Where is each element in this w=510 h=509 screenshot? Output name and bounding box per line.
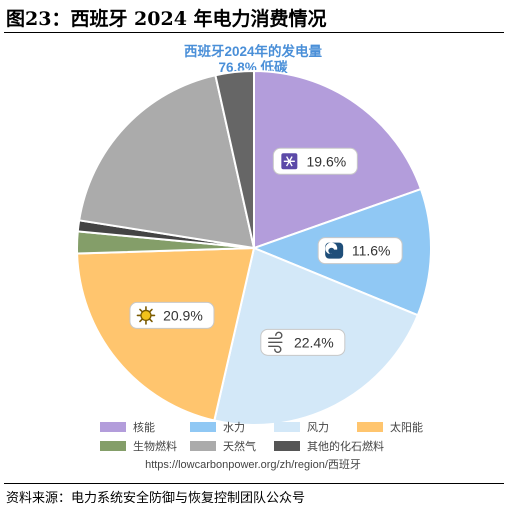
source-note: 资料来源：电力系统安全防御与恢复控制团队公众号 [6, 491, 306, 506]
label-box [129, 301, 215, 329]
legend-item: 太阳能 [357, 420, 423, 434]
figure-title: 图23：西班牙 2024 年电力消费情况 [6, 8, 327, 30]
legend-item: 生物燃料 [100, 439, 177, 453]
legend-label: 风力 [307, 421, 329, 434]
legend-item: 天然气 [190, 439, 256, 453]
slice-value-label: 20.9% [163, 307, 203, 323]
sun-icon [136, 306, 156, 325]
chart-title: 西班牙2024年的发电量 [184, 43, 323, 59]
top-rule [4, 32, 504, 33]
slice-value-label: 11.6% [352, 243, 391, 259]
nuclear-icon [281, 153, 298, 170]
pie-slice [76, 246, 256, 422]
slice-label: 11.6% [317, 237, 403, 265]
slice-labels: 19.6% 11.6% 22.4% 20.9% [129, 147, 403, 356]
pie-slice [78, 74, 256, 250]
legend-swatch [274, 422, 300, 432]
slice-label: 19.6% [272, 147, 358, 175]
legend-swatch [100, 422, 126, 432]
legend-item: 其他的化石燃料 [274, 439, 384, 453]
pie-slice [214, 69, 255, 249]
legend-swatch [190, 441, 216, 451]
pie-chart: 西班牙2024年的发电量 76.8% 低碳 19.6%11.6%22.4%20.… [76, 43, 432, 471]
wind-icon [268, 331, 283, 353]
legend-item: 水力 [190, 421, 245, 434]
legend-swatch [357, 422, 383, 432]
bottom-rule [4, 483, 504, 484]
legend-item: 核能 [100, 420, 155, 434]
legend-swatch [274, 441, 300, 451]
hydro-wave-icon [325, 242, 344, 259]
legend-label: 核能 [133, 420, 155, 434]
slice-value-label: 19.6% [306, 153, 346, 169]
slice-label: 20.9% [129, 301, 215, 329]
legend-label: 其他的化石燃料 [307, 439, 384, 453]
legend-swatch [190, 422, 216, 432]
legend-label: 太阳能 [390, 420, 423, 434]
source-url: https://lowcarbonpower.org/zh/region/西班牙 [145, 458, 361, 471]
legend-label: 天然气 [223, 439, 256, 453]
legend-label: 生物燃料 [133, 439, 177, 453]
legend-label: 水力 [223, 421, 245, 434]
legend-item: 风力 [274, 421, 329, 434]
legend-swatch [100, 441, 126, 451]
pie-slices [76, 69, 432, 426]
slice-label: 22.4% [260, 328, 346, 356]
slice-value-label: 22.4% [294, 334, 334, 350]
